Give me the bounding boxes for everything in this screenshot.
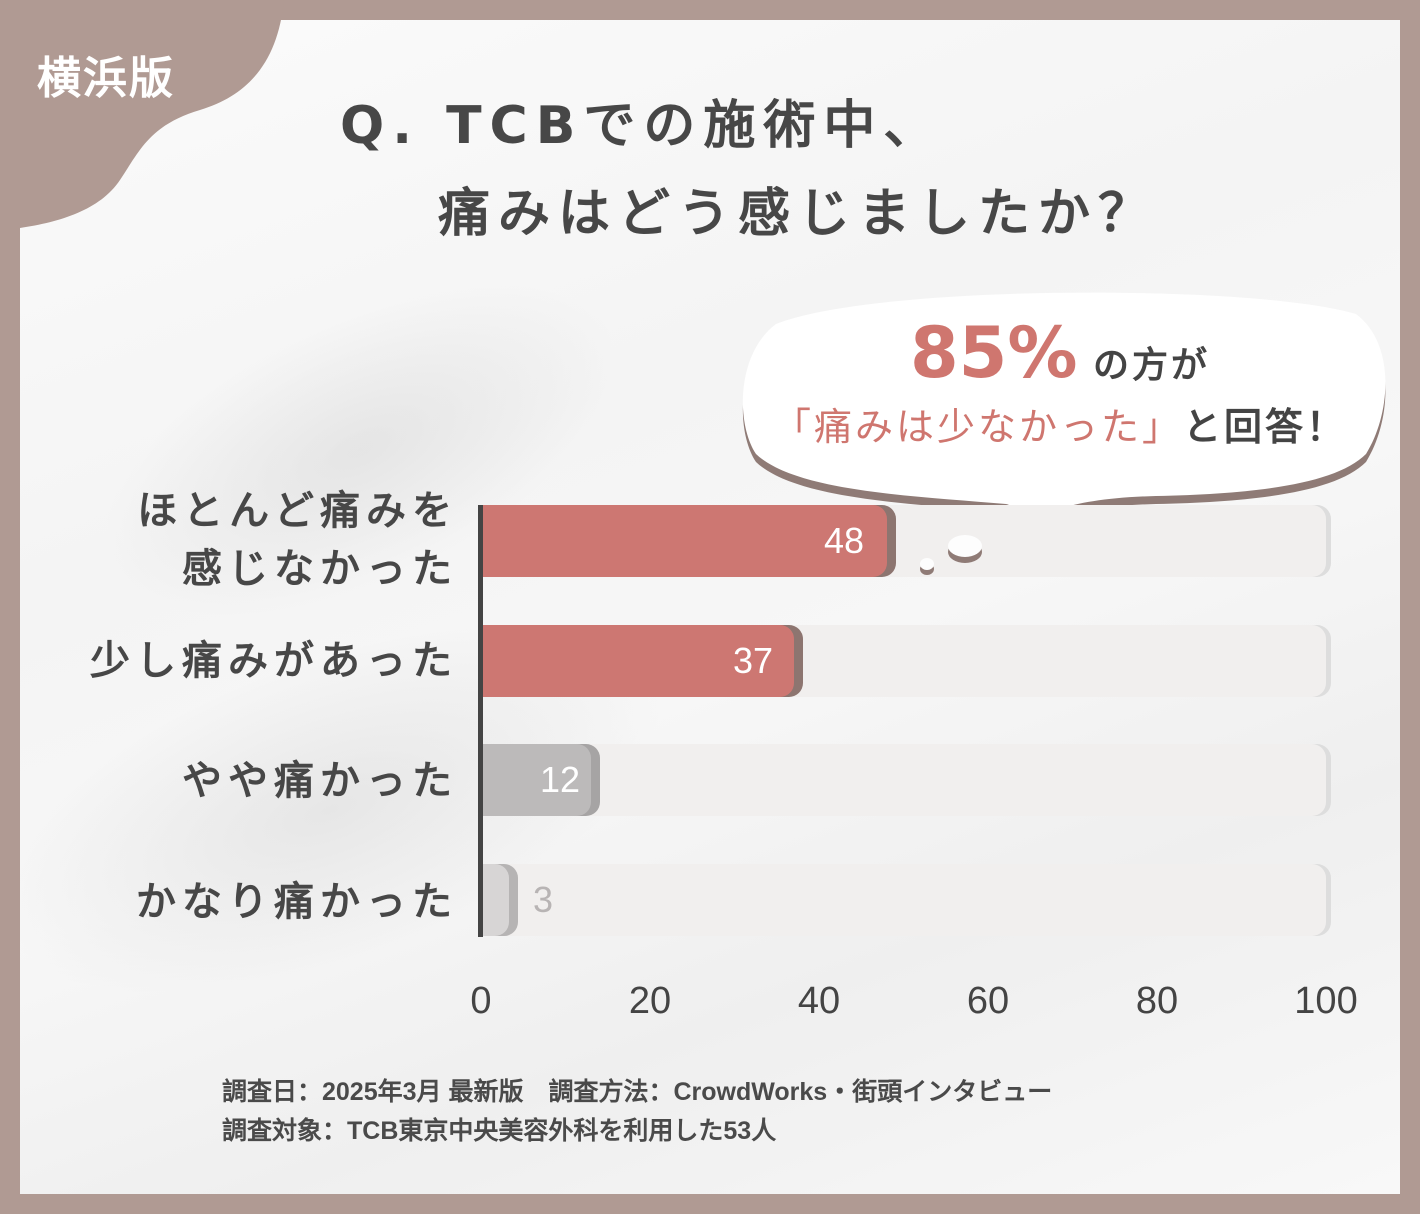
bubble-tail-dot <box>920 558 934 570</box>
bar-slight-pain <box>483 625 794 697</box>
callout-line-2: 「痛みは少なかった」と回答！ <box>740 396 1380 451</box>
bar-value-label: 48 <box>824 520 865 561</box>
callout-suffix-2: と回答！ <box>1183 405 1348 449</box>
survey-info-line-1: 調査日：2025年3月 最新版 調査方法：CrowdWorks・街頭インタビュー <box>222 1078 1053 1106</box>
category-label-line: ほとんど痛みを <box>137 488 458 534</box>
x-tick-label: 20 <box>628 980 672 1022</box>
category-label-no-pain: ほとんど痛みを 感じなかった <box>137 482 458 598</box>
x-tick-label: 60 <box>966 980 1010 1022</box>
chart-card <box>20 20 1400 1194</box>
bar-value-label: 37 <box>733 640 774 681</box>
category-label-somewhat-painful: やや痛かった <box>182 758 458 804</box>
bar-track <box>483 744 1326 816</box>
category-label-slight-pain: 少し痛みがあった <box>90 638 458 684</box>
corner-badge-shape <box>0 0 284 240</box>
bar-track <box>483 864 1326 936</box>
bubble-tail-dot <box>948 535 982 557</box>
bar-no-pain <box>483 505 887 577</box>
bar-value-label: 12 <box>540 759 581 800</box>
bar-somewhat-painful <box>483 744 591 816</box>
x-tick-label: 80 <box>1135 980 1179 1022</box>
category-label-very-painful: かなり痛かった <box>136 879 458 925</box>
survey-info-line-2: 調査対象：TCB東京中央美容外科を利用した53人 <box>222 1117 777 1145</box>
bar-very-painful <box>483 864 509 936</box>
category-label-line: 感じなかった <box>182 546 458 592</box>
callout-suffix-1: の方が <box>1093 345 1211 386</box>
callout-percent: 85% <box>909 312 1078 394</box>
callout-line-1: 85% の方が <box>740 312 1380 394</box>
x-tick-label: 0 <box>470 980 492 1022</box>
x-tick-label: 40 <box>797 980 841 1022</box>
y-axis-line <box>478 505 483 937</box>
region-badge: 横浜版 <box>37 53 175 104</box>
x-tick-label: 100 <box>1294 980 1358 1022</box>
chart-title: Q. TCBでの施術中、 痛みはどう感じましたか？ <box>340 82 1158 258</box>
title-line-1: Q. TCBでの施術中、 <box>340 96 944 156</box>
speech-bubble <box>742 292 1386 533</box>
callout-highlight: 「痛みは少なかった」 <box>772 405 1183 449</box>
title-line-2: 痛みはどう感じましたか？ <box>438 184 1159 244</box>
bar-value-label: 3 <box>533 879 554 920</box>
